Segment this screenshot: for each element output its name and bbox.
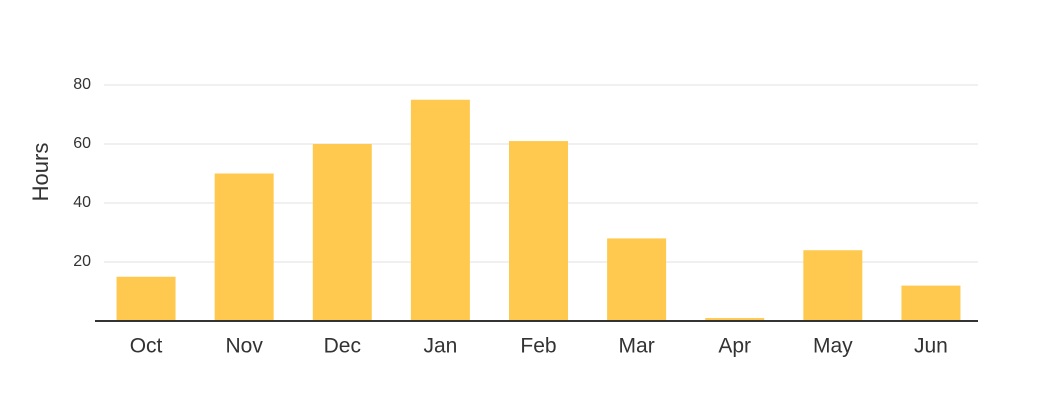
- bar-dec: [312, 144, 372, 321]
- x-tick-labels: Oct Nov Dec Jan Feb Mar Apr May Jun: [130, 335, 948, 358]
- bar-oct: [116, 276, 176, 321]
- x-tick-label: Oct: [130, 335, 163, 358]
- bar-feb: [509, 141, 568, 321]
- x-tick-label: Mar: [619, 335, 655, 358]
- bar-mar: [607, 238, 667, 321]
- y-tick-label: 60: [73, 135, 91, 152]
- bar-jun: [901, 285, 961, 321]
- x-tick-label: Jan: [423, 335, 457, 358]
- y-tick-label: 20: [73, 253, 91, 270]
- y-tick-labels: 20 40 60 80: [73, 76, 91, 270]
- bars: [116, 99, 961, 321]
- y-tick-label: 40: [73, 194, 91, 211]
- y-axis-title: Hours: [28, 143, 53, 202]
- bar-nov: [214, 173, 274, 321]
- x-tick-label: Feb: [520, 335, 556, 358]
- bar-jan: [410, 99, 470, 321]
- y-tick-label: 80: [73, 76, 91, 93]
- bar-may: [803, 250, 863, 321]
- bar-apr: [705, 318, 765, 321]
- x-tick-label: Apr: [718, 335, 751, 358]
- x-tick-label: Jun: [914, 335, 948, 358]
- x-tick-label: Nov: [225, 335, 263, 358]
- x-tick-label: May: [813, 335, 853, 358]
- x-tick-label: Dec: [324, 335, 361, 358]
